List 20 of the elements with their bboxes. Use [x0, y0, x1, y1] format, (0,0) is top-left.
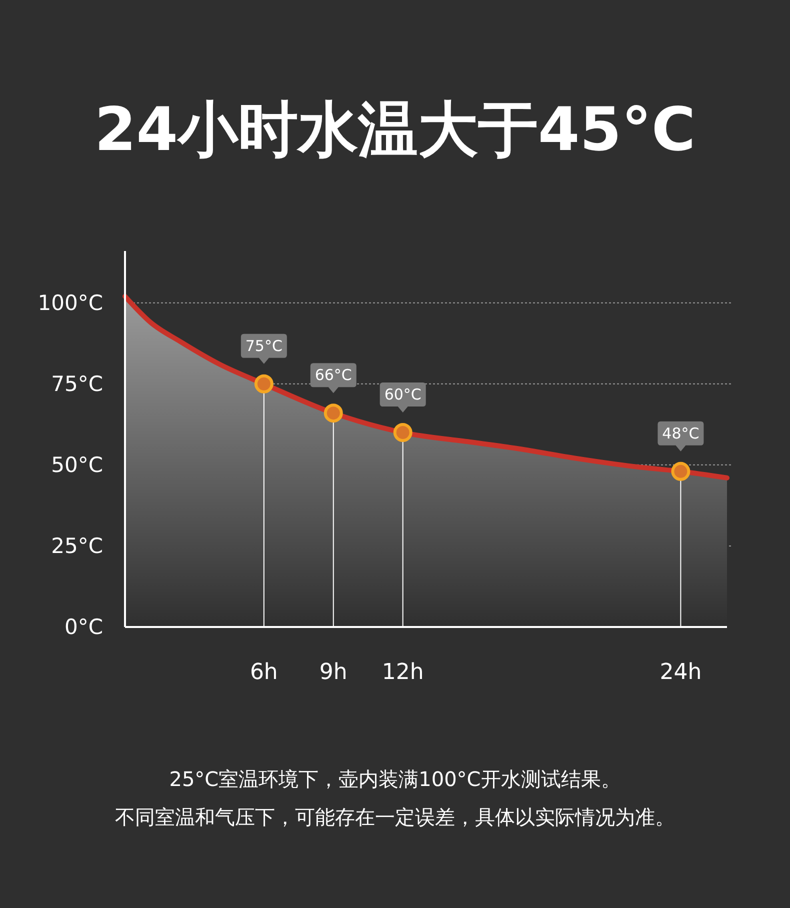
x-tick-label: 24h — [660, 660, 702, 685]
x-tick-label: 9h — [319, 660, 348, 685]
y-tick-label: 0°C — [64, 615, 103, 639]
point — [254, 374, 274, 394]
point — [671, 462, 690, 481]
point — [324, 404, 343, 423]
y-tick-label: 25°C — [51, 534, 103, 558]
y-tick-label: 50°C — [51, 452, 103, 477]
y-tick-label: 100°C — [38, 290, 103, 315]
text: 25°C室温环境下，壶内装满100°C开水测试结果。 — [169, 767, 621, 791]
data-label: 66°C — [314, 366, 352, 384]
point — [393, 423, 412, 442]
y-tick-label: 75°C — [51, 372, 103, 396]
x-tick-label: 12h — [382, 660, 424, 685]
data-label: 75°C — [245, 336, 282, 355]
data-label: 60°C — [384, 386, 422, 404]
text: 不同室温和气压下，可能存在一定误差，具体以实际情况为准。 — [115, 805, 675, 829]
chart-title: 24小时水温大于45°C — [94, 95, 696, 165]
data-label: 48°C — [662, 424, 700, 442]
x-tick-label: 6h — [250, 660, 278, 685]
